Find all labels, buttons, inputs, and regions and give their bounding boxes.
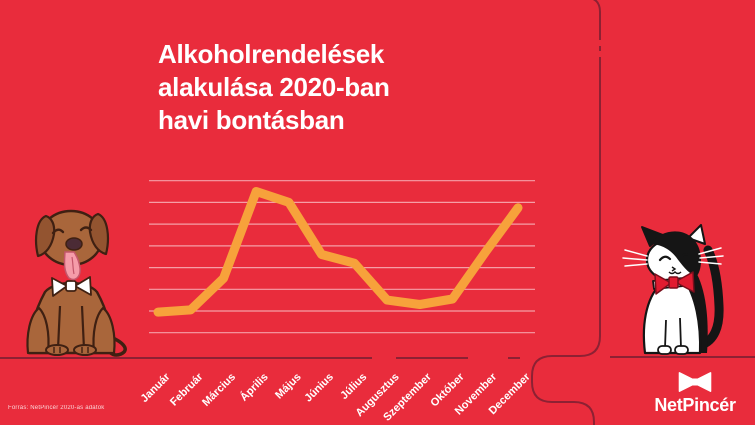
month-label-7: Július <box>337 371 369 402</box>
dog-legs <box>56 305 86 350</box>
dog-toes <box>53 347 89 353</box>
cat-bowtie <box>674 271 695 293</box>
dog-bowtie <box>51 277 68 297</box>
dog-haunch <box>92 306 116 355</box>
cat-nose <box>671 266 677 272</box>
month-label-3: Március <box>200 371 238 409</box>
cat-eyes <box>658 253 693 262</box>
dog-tongue <box>63 251 81 281</box>
cat-smile <box>668 271 682 275</box>
cat-paw <box>674 345 689 355</box>
dog-illustration <box>12 200 130 358</box>
route-line-serpentine <box>531 57 601 425</box>
month-label-5: Május <box>272 371 304 402</box>
month-label-4: Április <box>237 371 271 404</box>
bowtie-icon <box>678 372 712 392</box>
dog-eyes <box>51 226 93 235</box>
dog-bowtie <box>74 276 92 296</box>
dog-paw <box>45 344 69 356</box>
cat-head-patch <box>649 231 701 277</box>
cat-legs <box>664 317 682 349</box>
cat-bowtie-knot <box>668 276 679 289</box>
dog-bowtie-knot <box>65 280 77 292</box>
source-note: Forrás: NetPincér 2020-as adatok <box>8 405 105 411</box>
cat-paw <box>657 345 672 355</box>
cat-bowtie <box>654 273 672 295</box>
dog-ear <box>88 212 109 256</box>
cat-whiskers <box>622 247 724 267</box>
cat-illustration <box>617 224 732 358</box>
month-label-2: Február <box>167 371 206 409</box>
route-line-vertical-top <box>592 0 601 40</box>
dog-haunch <box>26 306 50 355</box>
page-title-line: alakulása 2020-ban <box>158 72 390 102</box>
brand-logo: NetPincér <box>640 372 750 416</box>
dog-tongue-line <box>71 256 75 275</box>
brand-name: NetPincér <box>654 395 736 415</box>
chart-gridlines <box>149 180 535 334</box>
dog-ear <box>35 214 56 258</box>
page-title: Alkoholrendelések alakulása 2020-ban hav… <box>158 38 390 137</box>
page-title-line: Alkoholrendelések <box>158 39 385 69</box>
month-label-6: Június <box>302 371 337 405</box>
dog-paw <box>73 344 97 356</box>
dog-nose <box>65 237 83 251</box>
page-title-line: havi bontásban <box>158 105 345 135</box>
chart-data-line <box>153 187 523 317</box>
